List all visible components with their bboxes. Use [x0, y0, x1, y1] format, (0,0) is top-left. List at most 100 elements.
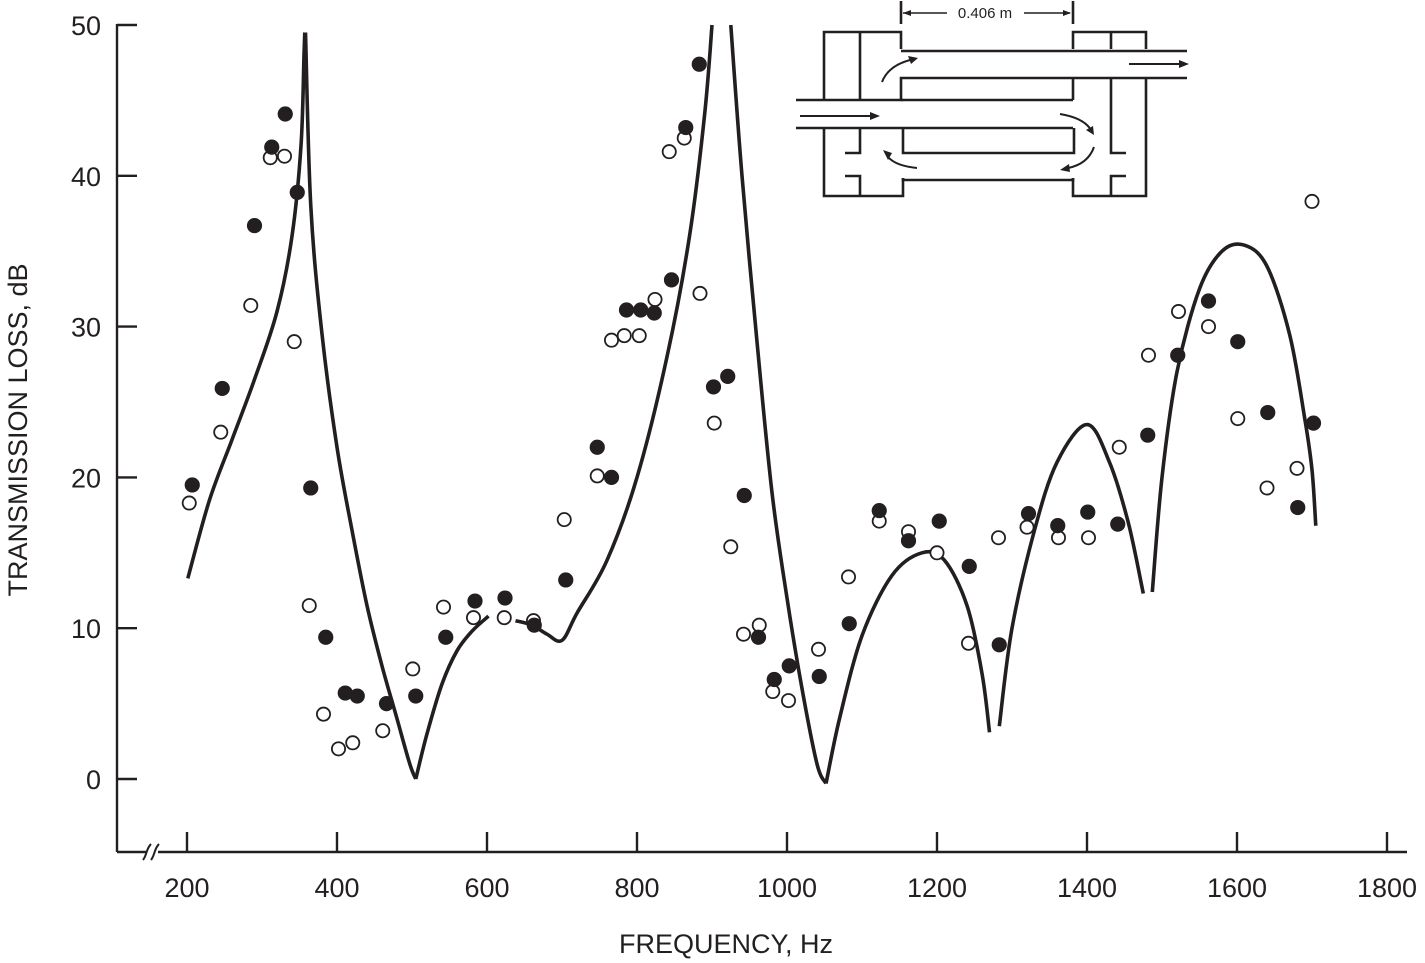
theory-curve-segment	[303, 32, 418, 780]
filled-circle-point	[991, 637, 1007, 653]
open-circle-point	[213, 424, 229, 440]
filled-circle-point	[1200, 293, 1217, 309]
filled-circle-point	[246, 217, 263, 234]
filled-circle-point	[646, 305, 662, 321]
open-circle-point	[589, 468, 605, 484]
filled-circle-point	[900, 533, 917, 549]
filled-circle-point	[214, 380, 230, 397]
filled-circle-point	[766, 671, 782, 688]
open-circle-point	[496, 610, 512, 626]
y-ticks: 0 10 20 30 40 50	[71, 11, 137, 795]
filled-circle-point	[526, 617, 542, 633]
open-circle-point	[991, 530, 1007, 546]
theory-curve-segment	[186, 32, 307, 579]
inlet-arrowhead-icon	[870, 112, 880, 120]
filled-circle-point	[589, 439, 605, 455]
open-circle-point	[1304, 193, 1320, 209]
x-axis-break-icon	[142, 843, 160, 861]
filled-circle-point	[691, 56, 707, 72]
filled-circle-point	[1140, 427, 1156, 443]
x-tick-label: 800	[614, 873, 659, 903]
filled-circle-point	[318, 629, 334, 645]
axes	[115, 24, 1407, 854]
theory-curve-segment	[414, 614, 490, 780]
y-tick-label: 20	[71, 463, 101, 493]
filled-circle-point	[1230, 334, 1246, 350]
right-chamber	[1071, 30, 1148, 198]
x-tick-label: 600	[464, 873, 509, 903]
filled-circle-point	[705, 379, 722, 395]
x-tick-label: 400	[314, 873, 359, 903]
filled-circle-point	[1080, 504, 1096, 520]
filled-circle-point	[871, 502, 887, 519]
theory-curve	[186, 24, 1318, 785]
filled-circle-points	[184, 56, 1322, 712]
open-circle-point	[736, 626, 752, 642]
filled-circle-point	[811, 668, 827, 685]
x-tick-label: 1400	[1057, 873, 1117, 903]
open-circle-point	[841, 569, 857, 585]
filled-circle-point	[558, 572, 574, 588]
filled-circle-point	[289, 184, 305, 200]
x-tick-label: 1000	[757, 873, 817, 903]
x-tick-label: 1800	[1357, 873, 1417, 903]
filled-circle-point	[663, 272, 680, 288]
filled-circle-point	[1110, 516, 1126, 532]
filled-circle-point	[1020, 505, 1037, 522]
filled-circle-point	[378, 696, 395, 712]
open-circle-point	[276, 148, 292, 164]
open-circle-point	[286, 334, 302, 350]
filled-circle-point	[349, 688, 365, 704]
open-circle-point	[1019, 519, 1035, 535]
dimension-arrow-left-icon	[903, 10, 911, 16]
y-tick-label: 0	[86, 765, 101, 795]
filled-circle-point	[841, 616, 857, 632]
open-circle-point	[243, 297, 259, 313]
open-circle-point	[706, 415, 722, 431]
theory-curve-segment	[729, 24, 828, 785]
open-circle-point	[181, 495, 197, 511]
open-circle-point	[692, 285, 708, 301]
filled-circle-point	[1260, 404, 1276, 421]
open-circle-point	[1230, 411, 1246, 427]
open-circle-point	[723, 539, 739, 555]
filled-circle-point	[633, 302, 649, 318]
filled-circle-point	[781, 658, 797, 674]
theory-curve-segment	[1150, 242, 1318, 593]
x-ticks: 200 400 600 800 1000 1200 1400 1600 1800	[164, 832, 1417, 903]
x-tick-label: 1600	[1207, 873, 1267, 903]
open-circle-point	[929, 545, 945, 561]
arrowhead-icon	[883, 150, 892, 160]
filled-circle-point	[736, 487, 752, 504]
filled-circle-point	[1290, 499, 1306, 516]
left-chamber	[822, 30, 905, 198]
filled-circle-point	[264, 139, 280, 155]
open-circle-point	[435, 599, 451, 615]
filled-circle-point	[961, 558, 977, 574]
dimension-label: 0.406 m	[958, 5, 1012, 22]
filled-circle-point	[337, 685, 353, 701]
open-circle-point	[465, 610, 481, 626]
y-tick-label: 30	[71, 313, 101, 343]
filled-circle-point	[277, 106, 293, 122]
open-circle-point	[1259, 480, 1275, 496]
arrowhead-icon	[1060, 164, 1070, 172]
open-circle-point	[781, 693, 797, 709]
filled-circle-point	[303, 480, 319, 496]
filled-circle-point	[1305, 415, 1322, 431]
outlet-arrowhead-icon	[1179, 60, 1189, 68]
open-circle-point	[604, 332, 620, 348]
open-circle-point	[375, 723, 391, 739]
x-axis-title: FREQUENCY, Hz	[619, 929, 833, 959]
right-baffle-lower	[1109, 78, 1126, 196]
x-tick-label: 1200	[907, 873, 967, 903]
filled-circle-point	[603, 469, 620, 485]
filled-circle-point	[1050, 518, 1066, 534]
shell-bottom	[901, 178, 1075, 182]
filled-circle-point	[750, 629, 767, 645]
flow-turn-arrow-right-back-icon	[1067, 146, 1095, 169]
arrowhead-icon	[1086, 126, 1094, 135]
open-circle-point	[647, 291, 663, 307]
flow-turn-arrow-upper-left-icon	[881, 59, 911, 83]
